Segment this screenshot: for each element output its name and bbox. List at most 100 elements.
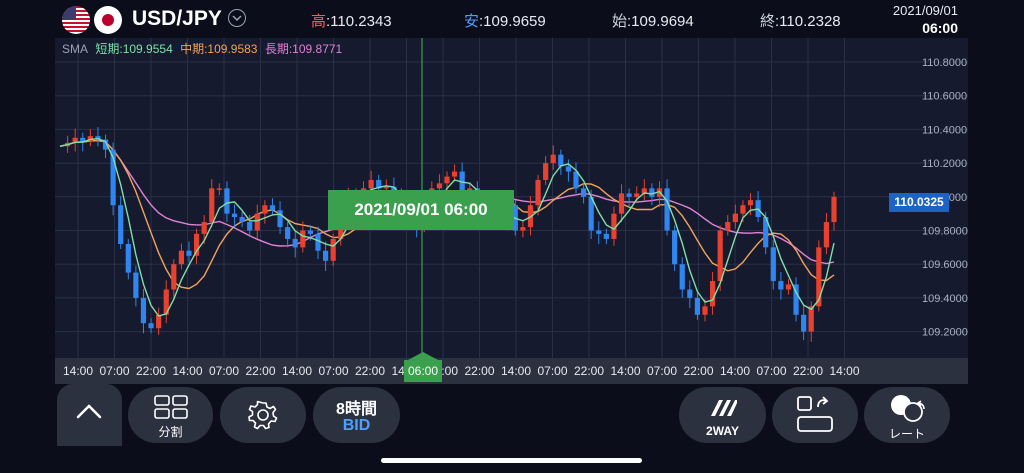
candle-body	[565, 166, 572, 172]
two-way-button[interactable]: 2WAY	[679, 387, 766, 443]
crosshair-time-pointer	[408, 352, 438, 360]
current-price-tag: 110.0325	[889, 193, 949, 212]
time-tick: 14:00	[829, 364, 860, 378]
candle-body	[201, 222, 207, 234]
candle-body	[709, 281, 716, 307]
candle-body	[368, 179, 374, 189]
us-flag-icon	[62, 6, 90, 34]
candle-body	[588, 196, 594, 231]
sma-label: SMA	[62, 42, 89, 56]
candle-body	[178, 250, 185, 265]
candle-body	[785, 284, 792, 290]
candle-body	[611, 213, 617, 239]
candle-body	[634, 193, 640, 197]
candle-body	[778, 281, 784, 290]
candle-body	[118, 205, 124, 244]
candle-body	[732, 213, 738, 223]
candle-body	[444, 176, 450, 184]
candle-body	[376, 179, 382, 189]
candle-body	[110, 149, 116, 206]
candle-body	[801, 314, 807, 332]
swap-icon	[797, 396, 833, 432]
timeframe-label: 8時間	[336, 401, 377, 418]
close-price: 終:110.2328	[760, 13, 841, 30]
candle-body	[224, 188, 230, 214]
candle-body	[793, 284, 799, 315]
candle-body	[451, 171, 458, 177]
candle-body	[717, 230, 723, 282]
candle-body	[816, 247, 822, 307]
price-tick: 110.8000	[922, 57, 967, 69]
price-tick: 109.8000	[922, 226, 968, 238]
candle-body	[72, 137, 78, 143]
candle-body	[702, 306, 708, 315]
time-tick: 22:00	[792, 364, 824, 378]
candle-body	[140, 297, 147, 324]
bottom-toolbar: 分割 8時間 BID 2WAY レート	[0, 384, 1024, 473]
swap-layout-button[interactable]	[772, 387, 858, 443]
candle-body	[649, 188, 655, 197]
split-view-button[interactable]: 分割	[128, 387, 213, 443]
candle-body	[436, 183, 443, 189]
candle-body	[133, 272, 139, 298]
collapse-button[interactable]	[57, 384, 122, 446]
two-way-icon	[711, 400, 737, 416]
candle-body	[459, 171, 465, 197]
chevron-up-icon	[76, 404, 102, 419]
candle-body	[307, 230, 314, 234]
split-label: 分割	[158, 425, 183, 439]
candle-body	[102, 139, 109, 150]
time-tick: 07:00	[756, 364, 787, 378]
japan-flag-icon	[94, 6, 122, 34]
time-tick: 22:00	[245, 364, 276, 378]
price-mode-label: BID	[342, 417, 371, 434]
currency-pair[interactable]: USD/JPY	[132, 7, 222, 30]
time-tick: 14:00	[281, 364, 313, 378]
price-tick: 110.4000	[922, 124, 967, 136]
time-tick: 14:00	[62, 364, 94, 378]
two-way-label: 2WAY	[706, 424, 739, 438]
candle-body	[209, 188, 215, 223]
candle-body	[558, 154, 564, 167]
time-axis: 14:00 07:00 22:00 14:00 07:00 22:00 14:00 07:00…	[55, 358, 968, 384]
rate-icon	[891, 395, 925, 422]
candle-body	[808, 306, 814, 332]
low-price: 安:109.9659	[464, 13, 546, 30]
candlestick-chart[interactable]: 110.8000110.6000110.4000110.2000110.0000…	[0, 38, 1024, 358]
candle-body	[330, 238, 336, 261]
price-tick: 110.2000	[922, 158, 967, 170]
candle-body	[672, 230, 678, 265]
time-tick: 22:00	[573, 364, 605, 378]
price-tick: 109.4000	[922, 293, 968, 305]
candle-body	[535, 179, 541, 206]
time-tick: 22:00	[464, 364, 495, 378]
high-price: 高:110.2343	[311, 13, 392, 30]
candle-body	[520, 227, 526, 231]
crosshair-time-label: 06:00	[404, 360, 442, 382]
candle-body	[269, 205, 276, 211]
time-tick: 22:00	[683, 364, 714, 378]
candle-body	[596, 230, 602, 234]
candle-body	[550, 154, 556, 164]
candle-body	[641, 188, 647, 194]
candle-body	[740, 205, 746, 214]
candle-body	[383, 186, 389, 189]
rate-button[interactable]: レート	[864, 387, 950, 443]
candle-body	[603, 233, 609, 239]
candle-body	[156, 314, 162, 329]
open-price: 始:109.9694	[612, 13, 694, 30]
chevron-down-icon[interactable]	[228, 9, 246, 27]
candle-body	[770, 247, 776, 282]
time-tick: 14:00	[719, 364, 751, 378]
time-tick: 07:00	[99, 364, 130, 378]
timeframe-button[interactable]: 8時間 BID	[313, 387, 400, 443]
candle-body	[171, 264, 177, 290]
price-tick: 109.6000	[922, 259, 968, 271]
candle-body	[277, 210, 283, 228]
time-tick: 14:00	[610, 364, 641, 378]
sma-short-path	[59, 137, 835, 317]
settings-button[interactable]	[220, 387, 306, 443]
sma-legend: SMA 短期:109.9554 中期:109.9583 長期:109.8771	[62, 40, 346, 57]
candles	[64, 127, 837, 342]
grid-icon	[154, 395, 188, 419]
